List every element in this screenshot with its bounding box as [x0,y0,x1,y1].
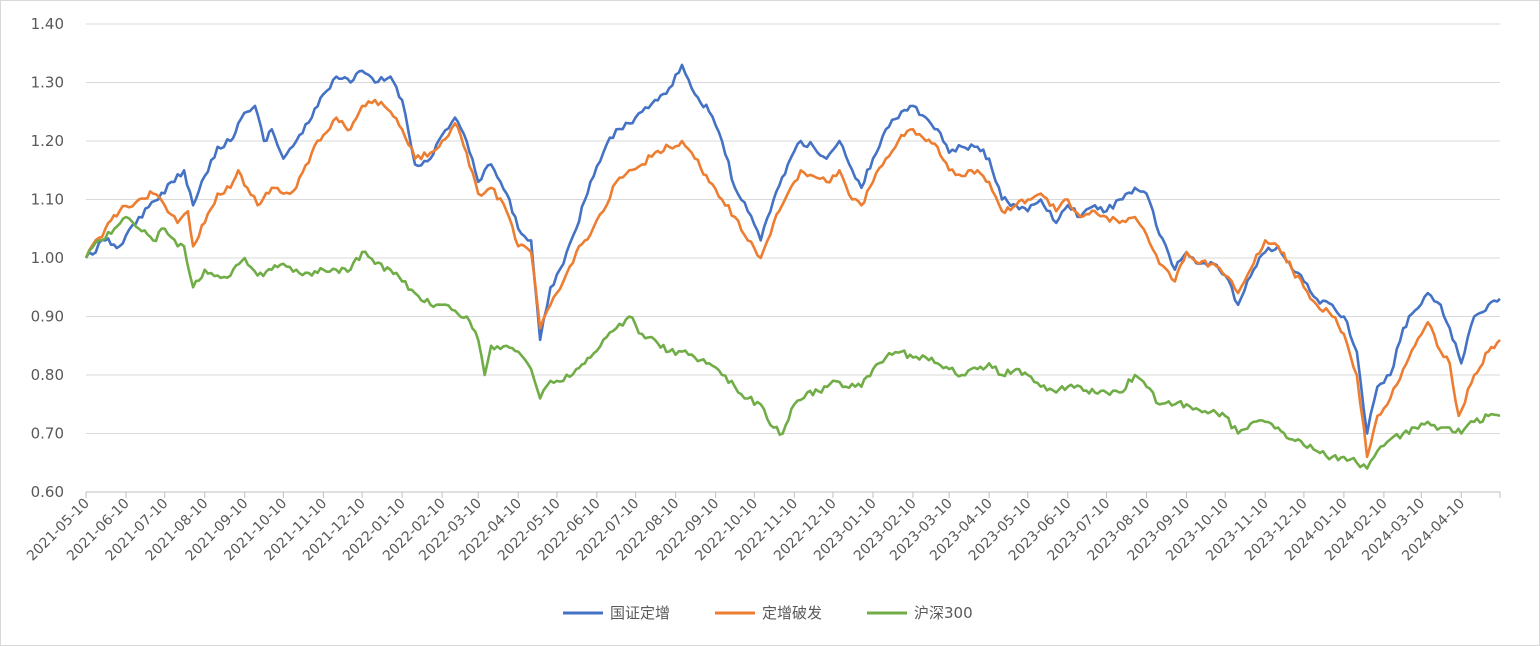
y-tick-label: 1.30 [31,74,64,92]
y-tick-label: 1.20 [31,132,64,150]
series-line [84,215,1501,470]
legend: 国证定增 定增破发 沪深300 [563,604,973,622]
y-axis-ticks: 0.60 0.70 0.80 0.90 1.00 1.10 1.20 1.30 1.40 [31,15,64,501]
series-line [84,63,1501,435]
y-tick-label: 1.10 [31,191,64,209]
y-tick-label: 0.80 [31,366,64,384]
x-axis-ticks: 2021-05-102021-06-102021-07-102021-08-10… [24,496,1468,565]
y-tick-label: 1.00 [31,249,64,267]
y-tick-label: 0.60 [31,483,64,501]
legend-label: 国证定增 [610,604,670,622]
y-tick-label: 0.70 [31,425,64,443]
legend-label: 沪深300 [914,604,973,622]
y-tick-label: 1.40 [31,15,64,33]
series-line [84,98,1501,459]
gridlines [86,23,1500,434]
legend-label: 定增破发 [762,604,822,622]
axes [85,491,1501,498]
y-tick-label: 0.90 [31,308,64,326]
series-lines [84,63,1501,470]
